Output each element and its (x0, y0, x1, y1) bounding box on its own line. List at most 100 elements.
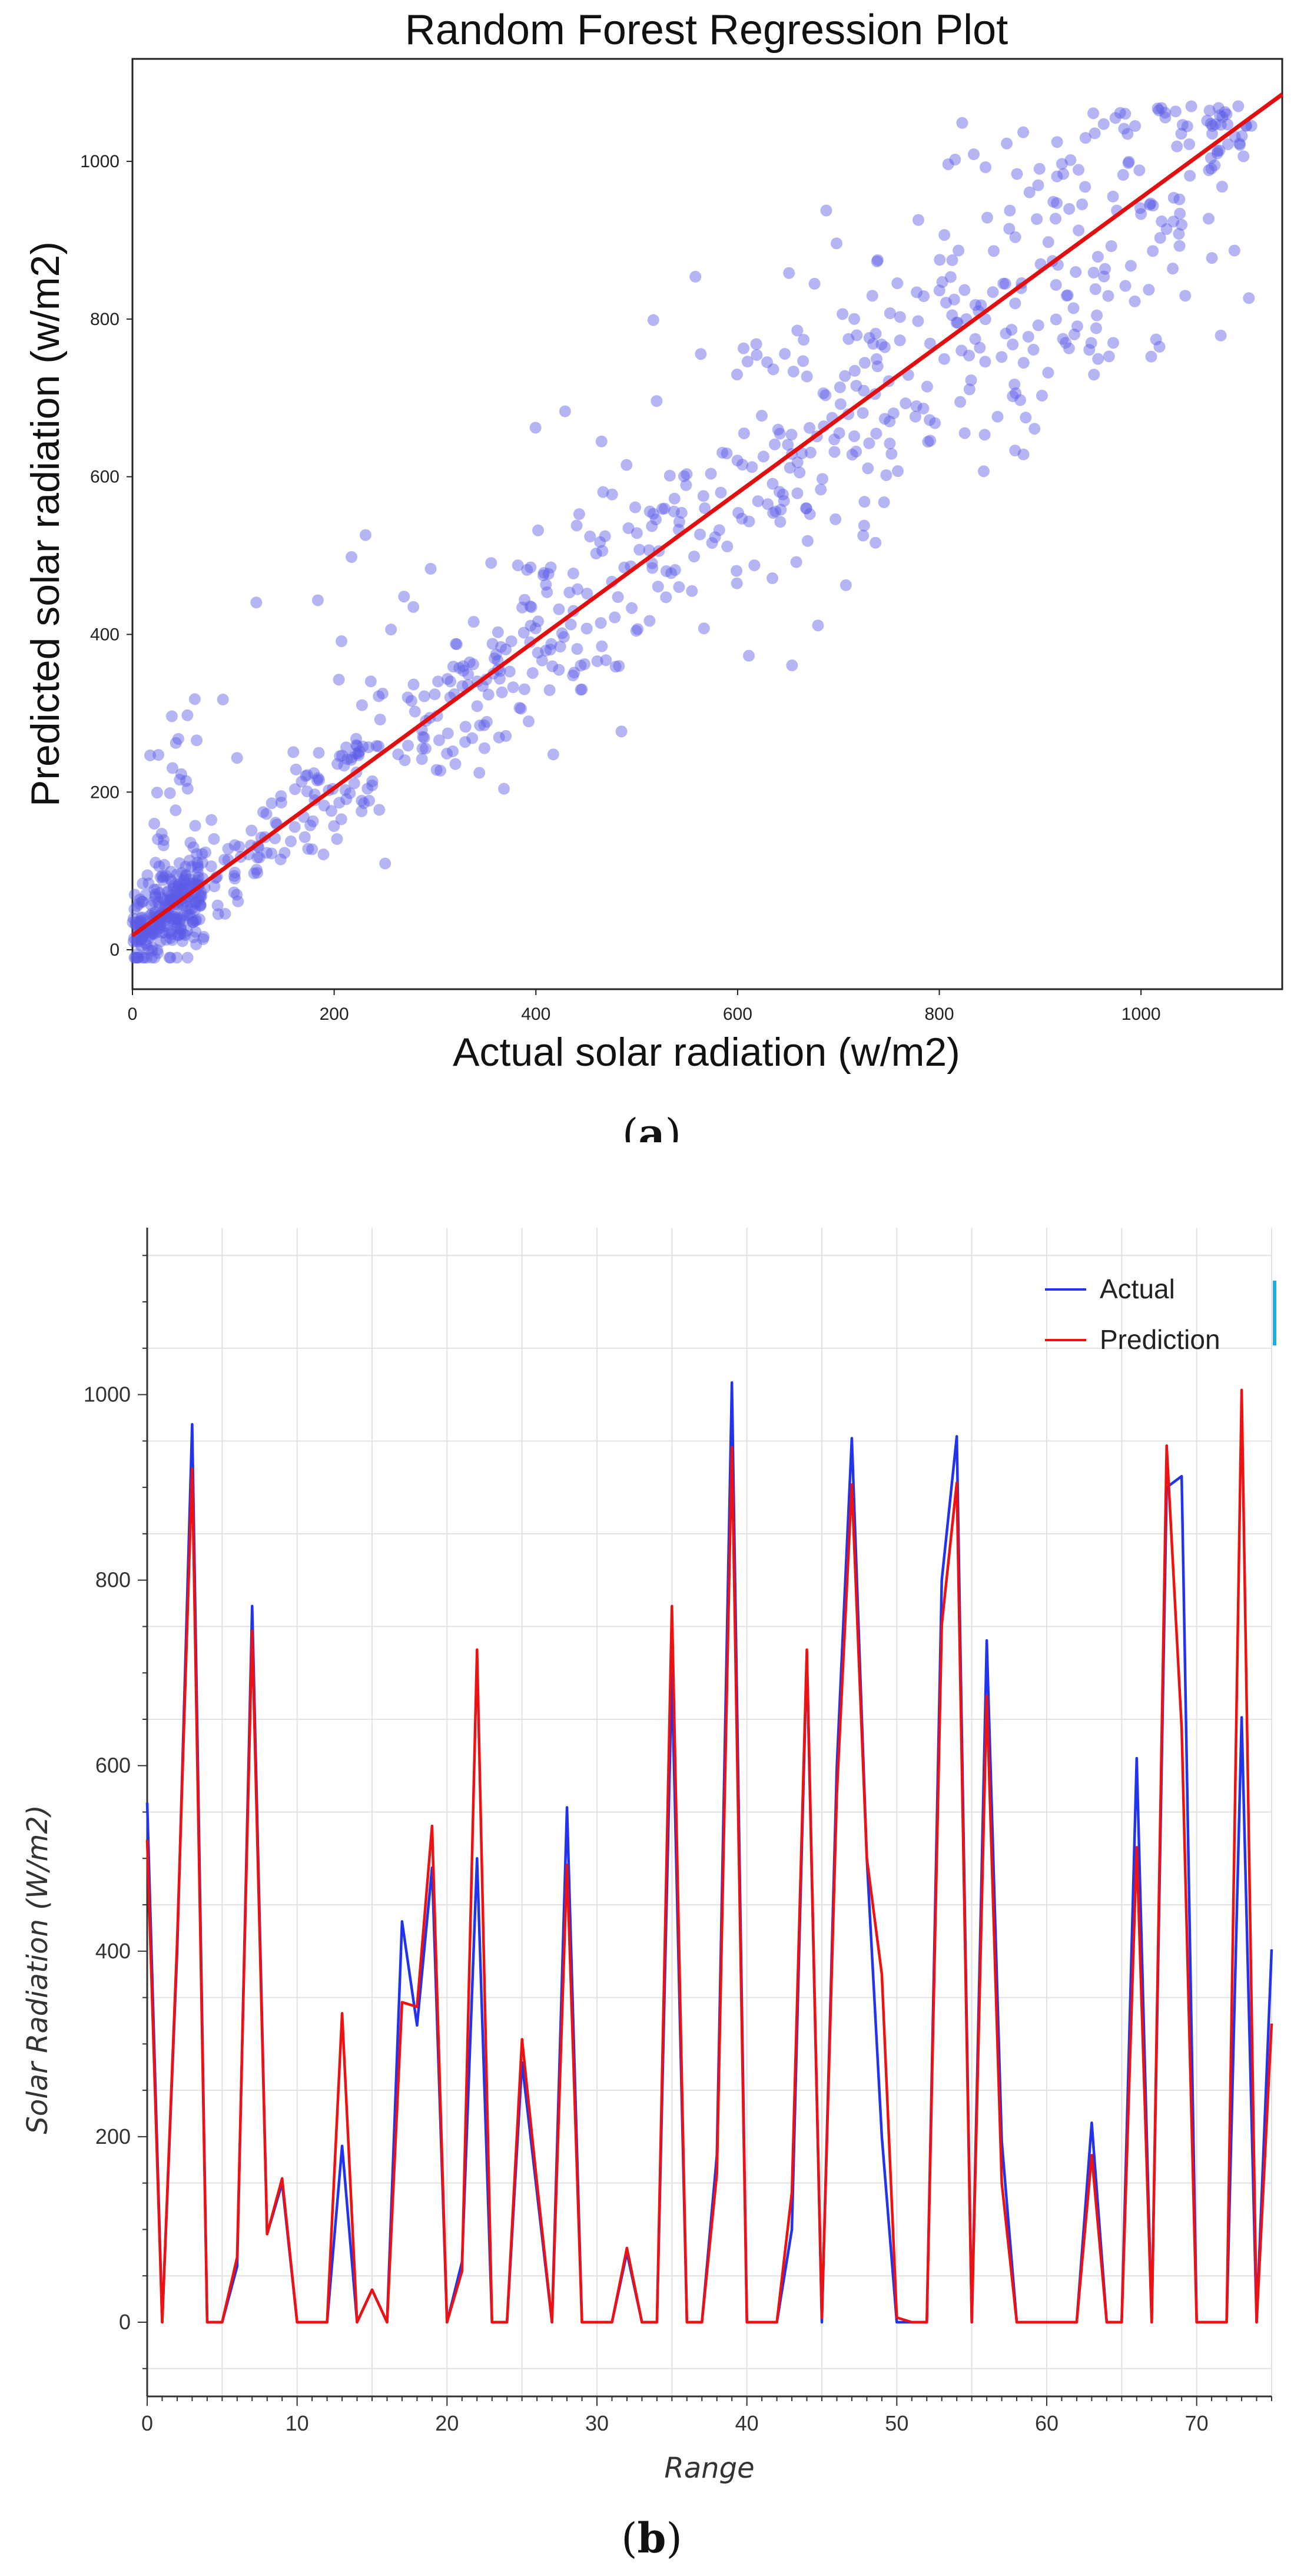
scatter-point (773, 486, 785, 498)
scatter-point (1057, 168, 1070, 180)
scatter-point (988, 245, 1000, 257)
scatter-point (350, 747, 362, 760)
scatter-point (135, 940, 148, 953)
scatter-point (950, 316, 963, 329)
scatter-point (522, 715, 535, 728)
scatter-point (179, 878, 191, 890)
x-tick-label: 40 (735, 2411, 759, 2435)
scatter-point (127, 936, 140, 948)
scatter-point (1212, 102, 1225, 114)
scatter-point (274, 853, 287, 866)
scatter-point (958, 284, 971, 296)
scatter-point (1004, 204, 1016, 217)
scatter-point (174, 884, 187, 897)
scatter-point (459, 721, 472, 733)
scatter-point (741, 356, 754, 368)
scatter-point (336, 750, 349, 762)
scatter-point (178, 873, 191, 885)
scatter-point (996, 351, 1008, 363)
scatter-point (1057, 333, 1069, 345)
scatter-point (521, 563, 533, 576)
scatter-point (174, 774, 186, 786)
scatter-point (181, 709, 194, 721)
scatter-point (304, 819, 317, 831)
scatter-point (266, 797, 278, 810)
scatter-point (136, 931, 148, 943)
scatter-point (127, 916, 139, 929)
scatter-point (434, 764, 447, 777)
scatter-point (812, 619, 824, 632)
scatter-point (1085, 337, 1097, 349)
scatter-point (1051, 136, 1063, 148)
scatter-point (840, 579, 852, 591)
scatter-point (887, 407, 900, 419)
scatter-point (419, 742, 432, 755)
scatter-point (1173, 228, 1185, 240)
scatter-point (846, 449, 858, 461)
scatter-point (170, 913, 183, 925)
scatter-point (266, 847, 278, 860)
scatter-point (457, 665, 470, 677)
scatter-point (784, 462, 796, 474)
scatter-point (186, 877, 198, 890)
scatter-point (498, 783, 510, 795)
scatter-point (878, 413, 891, 425)
scatter-point (1167, 216, 1180, 228)
scatter-point (137, 952, 149, 964)
scatter-point (257, 806, 270, 818)
regression-line (131, 92, 1284, 937)
scatter-point (1014, 394, 1027, 406)
scatter-point (270, 817, 282, 829)
scatter-point (871, 256, 883, 268)
scatter-point (208, 833, 220, 845)
scatter-point (449, 758, 462, 770)
scatter-point (594, 536, 606, 548)
scatter-point (194, 891, 207, 903)
scatter-point (870, 353, 882, 365)
scatter-point (453, 662, 466, 674)
scatter-point (151, 944, 164, 956)
scatter-point (1233, 137, 1246, 150)
scatter-point (1144, 197, 1157, 210)
scatter-point (673, 516, 685, 528)
scatter-point (251, 867, 263, 879)
scatter-point (576, 683, 588, 695)
scatter-point (441, 747, 453, 760)
scatter-point (526, 667, 539, 679)
scatter-point (250, 864, 263, 876)
scatter-point (351, 740, 363, 752)
scatter-point (152, 833, 164, 846)
scatter-point (341, 753, 353, 765)
scatter-point (738, 342, 750, 354)
scatter-point (1073, 164, 1085, 176)
scatter-point (525, 601, 537, 614)
scatter-point (356, 805, 368, 817)
scatter-point (1228, 244, 1240, 257)
scatter-point (1007, 390, 1019, 402)
scatter-point (134, 915, 147, 927)
scatter-point (536, 654, 548, 667)
scatter-point (154, 919, 166, 931)
scatter-point (750, 338, 762, 350)
scatter-point (609, 611, 621, 624)
scatter-point (1027, 343, 1040, 356)
scatter-point (660, 565, 672, 578)
scatter-point (191, 848, 203, 860)
scatter-point (433, 734, 445, 747)
scatter-point (340, 741, 353, 754)
scatter-point (1107, 190, 1119, 203)
scatter-point (191, 866, 204, 878)
scatter-point (944, 271, 957, 283)
scatter-point (1119, 108, 1132, 120)
scatter-point (228, 873, 241, 885)
scatter-point (652, 581, 664, 593)
scatter-point (1203, 104, 1216, 117)
scatter-point (155, 827, 168, 840)
y-tick-label: 600 (95, 1753, 131, 1778)
scatter-point (1129, 120, 1142, 132)
scatter-point (774, 427, 786, 440)
scatter-point (325, 805, 337, 817)
scatter-point (444, 675, 457, 688)
scatter-point (1183, 138, 1196, 150)
scatter-point (1060, 290, 1073, 302)
